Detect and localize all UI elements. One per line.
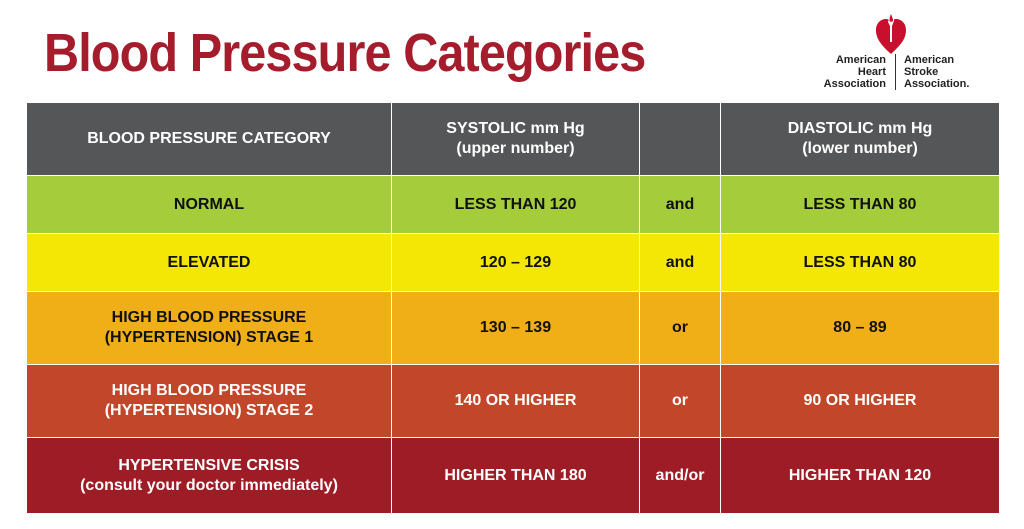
row-divider	[27, 437, 999, 438]
diastolic-cell: LESS THAN 80	[721, 234, 999, 291]
diastolic-cell: 80 – 89	[721, 292, 999, 364]
asa-name-line: Stroke	[904, 66, 939, 78]
row-divider	[27, 233, 999, 234]
systolic-cell: 120 – 129	[392, 234, 639, 291]
logo-divider	[895, 54, 896, 90]
diastolic-cell: LESS THAN 80	[721, 176, 999, 233]
category-line: (HYPERTENSION) STAGE 2	[104, 402, 314, 419]
column-divider	[639, 292, 640, 364]
column-divider	[391, 234, 392, 291]
category-line: HIGH BLOOD PRESSURE	[111, 382, 307, 399]
column-divider	[720, 234, 721, 291]
category-line: HIGH BLOOD PRESSURE	[111, 309, 307, 326]
category-cell: HIGH BLOOD PRESSURE (HYPERTENSION) STAGE …	[27, 365, 391, 437]
asa-name: American Stroke Association.	[904, 54, 988, 90]
bp-categories-table: BLOOD PRESSURE CATEGORY SYSTOLIC mm Hg (u…	[27, 103, 999, 514]
column-divider	[720, 292, 721, 364]
category-cell: HYPERTENSIVE CRISIS (consult your doctor …	[27, 438, 391, 513]
column-divider	[639, 365, 640, 437]
column-divider	[391, 103, 392, 175]
connector-cell: and	[640, 176, 720, 233]
header-systolic-line: (upper number)	[456, 140, 575, 157]
asa-name-line: Association.	[904, 78, 970, 90]
header-diastolic-line: DIASTOLIC mm Hg	[787, 120, 933, 137]
column-divider	[639, 176, 640, 233]
column-divider	[720, 365, 721, 437]
category-cell: ELEVATED	[27, 234, 391, 291]
systolic-cell: HIGHER THAN 180	[392, 438, 639, 513]
row-divider	[27, 291, 999, 292]
asa-name-line: American	[904, 54, 955, 66]
systolic-cell: 130 – 139	[392, 292, 639, 364]
column-divider	[720, 438, 721, 513]
header-systolic-line: SYSTOLIC mm Hg	[446, 120, 585, 137]
category-line: (HYPERTENSION) STAGE 1	[104, 329, 314, 346]
category-cell: HIGH BLOOD PRESSURE (HYPERTENSION) STAGE …	[27, 292, 391, 364]
column-divider	[391, 365, 392, 437]
aha-name-line: Association	[823, 78, 886, 90]
header-category: BLOOD PRESSURE CATEGORY	[27, 103, 391, 175]
column-divider	[639, 438, 640, 513]
row-divider	[27, 364, 999, 365]
aha-asa-logo: American Heart Association American Stro…	[818, 12, 988, 94]
aha-name-line: Heart	[857, 66, 886, 78]
aha-name-line: American	[835, 54, 886, 66]
category-line: (consult your doctor immediately)	[80, 476, 338, 494]
connector-cell: or	[640, 292, 720, 364]
column-divider	[720, 176, 721, 233]
column-divider	[639, 103, 640, 175]
column-divider	[391, 438, 392, 513]
systolic-cell: LESS THAN 120	[392, 176, 639, 233]
diastolic-cell: HIGHER THAN 120	[721, 438, 999, 513]
column-divider	[391, 292, 392, 364]
header-diastolic: DIASTOLIC mm Hg (lower number)	[721, 103, 999, 175]
category-cell: NORMAL	[27, 176, 391, 233]
aha-name: American Heart Association	[818, 54, 886, 90]
connector-cell: and/or	[640, 438, 720, 513]
page-title: Blood Pressure Categories	[44, 23, 646, 83]
connector-cell: or	[640, 365, 720, 437]
header-connector	[640, 103, 720, 175]
header-diastolic-line: (lower number)	[802, 140, 918, 157]
row-divider	[27, 175, 999, 176]
header-systolic: SYSTOLIC mm Hg (upper number)	[392, 103, 639, 175]
heart-torch-icon	[876, 13, 906, 54]
column-divider	[639, 234, 640, 291]
column-divider	[391, 176, 392, 233]
diastolic-cell: 90 OR HIGHER	[721, 365, 999, 437]
connector-cell: and	[640, 234, 720, 291]
category-line: HYPERTENSIVE CRISIS	[118, 456, 300, 474]
column-divider	[720, 103, 721, 175]
systolic-cell: 140 OR HIGHER	[392, 365, 639, 437]
